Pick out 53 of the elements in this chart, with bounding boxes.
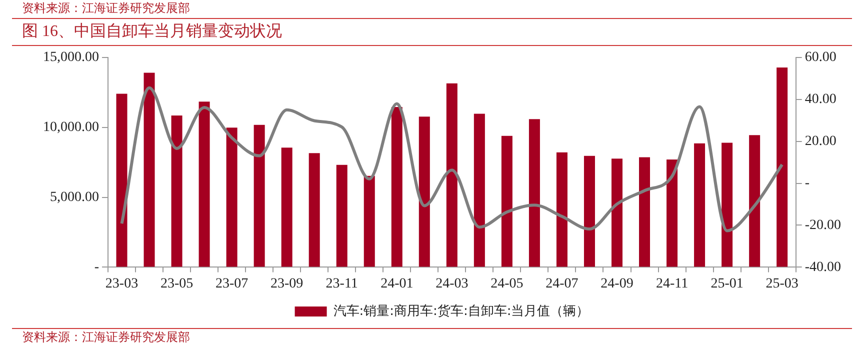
bar [528,119,540,267]
text: 资料来源：江海证券研究发展部 [12,328,852,345]
y2-tick-label: -40.00 [804,260,842,275]
x-tick-label: 24-09 [600,276,634,292]
bar [776,67,788,267]
bar [749,135,760,267]
y-tick-label: 5,000.00 [50,190,99,205]
y-tick-label: 15,000.00 [43,50,99,66]
bar [722,142,733,267]
x-tick-label: 23-03 [105,276,138,292]
bar [308,153,320,267]
bar [226,128,238,267]
y2-tick-label: 60.00 [804,50,836,66]
x-tick-label: 24-03 [436,276,468,292]
x-tick-label: 23-09 [270,276,304,292]
bar [584,156,595,267]
bar [418,116,430,267]
y2-tick-label: 20.00 [804,134,836,149]
bar [171,115,182,267]
bar [116,94,128,267]
x-tick-label: 24-07 [546,276,578,292]
text: 资料来源：江海证券研究发展部 [21,0,191,16]
y2-tick-label: 40.00 [804,92,836,108]
x-tick-label: 25-03 [766,276,798,292]
bar [446,83,458,267]
bar [281,148,292,267]
x-tick-label: 24-05 [490,276,524,292]
bar [254,124,265,267]
bar [391,107,402,267]
bar [501,136,512,267]
bar [556,152,568,267]
y2-tick-label: - [804,176,810,191]
bar [336,164,348,267]
y2-tick-label: -20.00 [804,218,842,233]
x-tick-label: 25-01 [710,276,744,292]
x-tick-label: 24-01 [380,276,414,292]
bar [611,158,623,267]
bar [666,160,678,267]
x-tick-label: 23-07 [215,276,248,292]
line-series [120,86,784,232]
bar [639,157,650,267]
y-tick-label: - [94,260,100,275]
x-tick-label: 24-11 [656,276,688,292]
bar [694,143,706,267]
bar [144,72,155,267]
legend-label: 汽车:销量:商用车:货车:自卸车:当月值（辆） [333,304,590,319]
x-tick-label: 23-11 [326,276,358,292]
x-tick-label: 23-05 [160,276,194,292]
bar [198,102,210,267]
chart-title: 图 16、中国自卸车当月销量变动状况 [12,18,852,46]
y-tick-label: 10,000.00 [43,120,99,136]
bar [364,176,375,267]
bar [474,114,485,267]
